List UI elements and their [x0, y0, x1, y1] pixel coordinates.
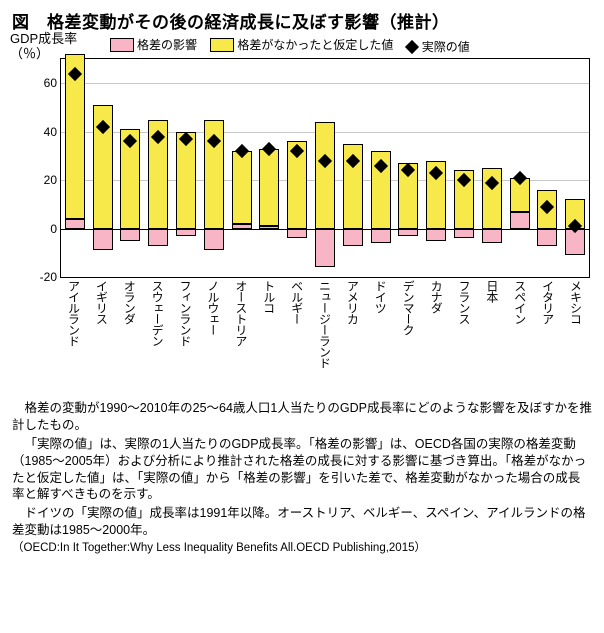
y-tick: 40 [44, 125, 61, 139]
x-label: 日本 [484, 280, 501, 302]
x-label: トルコ [261, 280, 278, 313]
x-label: オーストリア [233, 280, 250, 346]
desc-p2: 「実際の値」は、実際の1人当たりのGDP成長率。「格差の影響」は、OECD各国の… [12, 436, 592, 504]
x-label: フランス [456, 280, 473, 324]
description: 格差の変動が1990〜2010年の25〜64歳人口1人当たりのGDP成長率にどの… [12, 400, 592, 559]
bar [482, 59, 502, 277]
bar [232, 59, 252, 277]
bar [537, 59, 557, 277]
x-label: ニュージーランド [317, 280, 334, 368]
bar [287, 59, 307, 277]
x-label: オランダ [121, 280, 138, 324]
y-tick: 20 [44, 173, 61, 187]
bar [565, 59, 585, 277]
figure-title: 図 格差変動がその後の経済成長に及ぼす影響（推計） [12, 8, 594, 33]
desc-p3: ドイツの「実際の値」成長率は1991年以降。オーストリア、ベルギー、スペイン、ア… [12, 505, 592, 539]
bar [120, 59, 140, 277]
bar [204, 59, 224, 277]
x-label: ドイツ [372, 280, 389, 313]
x-label: スウェーデン [149, 280, 166, 346]
x-label: イギリス [93, 280, 110, 324]
x-label: アイルランド [65, 280, 82, 346]
x-label: ノルウェー [205, 280, 222, 335]
bar [510, 59, 530, 277]
legend: 格差の影響 格差がなかったと仮定した値 実際の値 [110, 36, 480, 55]
y-tick: 60 [44, 76, 61, 90]
x-label: ベルギー [289, 280, 306, 324]
x-axis-labels: アイルランドイギリスオランダスウェーデンフィンランドノルウェーオーストリアトルコ… [60, 280, 590, 400]
y-tick: 0 [50, 222, 61, 236]
bar [65, 59, 85, 277]
bar [454, 59, 474, 277]
bar [259, 59, 279, 277]
source: （OECD:In It Together:Why Less Inequality… [12, 541, 592, 557]
x-label: フィンランド [177, 280, 194, 346]
desc-p1: 格差の変動が1990〜2010年の25〜64歳人口1人当たりのGDP成長率にどの… [12, 400, 592, 434]
x-label: デンマーク [400, 280, 417, 335]
x-label: スペイン [512, 280, 529, 324]
bar [148, 59, 168, 277]
x-label: メキシコ [568, 280, 585, 324]
y-tick: -20 [40, 270, 61, 284]
x-label: イタリア [540, 280, 557, 324]
chart-area: -200204060 [60, 58, 590, 278]
x-label: カナダ [428, 280, 445, 313]
bar [93, 59, 113, 277]
legend-pink: 格差の影響 [110, 36, 197, 53]
bar [176, 59, 196, 277]
x-label: アメリカ [344, 280, 361, 324]
legend-diamond: 実際の値 [407, 38, 470, 55]
legend-yellow: 格差がなかったと仮定した値 [210, 36, 393, 53]
